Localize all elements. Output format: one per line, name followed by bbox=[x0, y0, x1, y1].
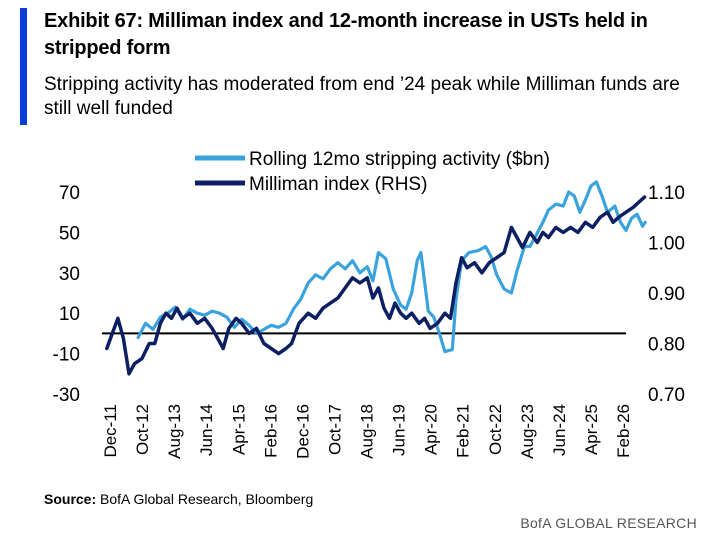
x-tick-label: Oct-12 bbox=[133, 404, 152, 455]
y-right-tick-label: 1.10 bbox=[648, 183, 685, 204]
x-tick-label: Dec-16 bbox=[293, 404, 312, 459]
x-tick-label: Apr-15 bbox=[229, 404, 248, 455]
page-title: Exhibit 67: Milliman index and 12-month … bbox=[44, 10, 648, 59]
x-tick-label: Feb-26 bbox=[614, 404, 633, 458]
y-right-tick-label: 0.70 bbox=[648, 385, 685, 406]
series-line-stripping bbox=[136, 180, 647, 354]
y-left-tick-label: 10 bbox=[59, 304, 80, 325]
y-right-tick-label: 1.00 bbox=[648, 234, 685, 255]
chart-legend: Rolling 12mo stripping activity ($bn) Mil… bbox=[195, 149, 550, 195]
series-line-milliman bbox=[105, 195, 647, 376]
y-left-tick-label: 50 bbox=[59, 223, 80, 244]
x-tick-label: Jun-14 bbox=[197, 404, 216, 456]
legend-label-milliman: Milliman index (RHS) bbox=[249, 174, 427, 195]
x-tick-label: Jun-19 bbox=[390, 404, 409, 456]
x-tick-label: Aug-23 bbox=[518, 404, 537, 459]
y-right-tick-label: 0.90 bbox=[648, 284, 685, 305]
x-tick-label: Feb-21 bbox=[454, 404, 473, 458]
y-left-tick-label: -30 bbox=[53, 385, 80, 406]
y-axis-left: -30 -10 10 30 50 70 bbox=[53, 183, 80, 406]
y-axis-right: 0.70 0.80 0.90 1.00 1.10 bbox=[648, 183, 685, 406]
x-tick-label: Aug-18 bbox=[358, 404, 377, 459]
y-left-tick-label: -10 bbox=[53, 345, 80, 366]
accent-bar bbox=[20, 8, 27, 125]
y-left-tick-label: 30 bbox=[59, 264, 80, 285]
series-lines bbox=[105, 180, 647, 376]
source-label: Source: bbox=[44, 491, 97, 507]
source-text: BofA Global Research, Bloomberg bbox=[96, 491, 314, 507]
source-note: Source: BofA Global Research, Bloomberg bbox=[44, 491, 313, 507]
y-right-tick-label: 0.80 bbox=[648, 335, 685, 356]
page-subtitle: Stripping activity has moderated from en… bbox=[44, 74, 680, 119]
x-tick-label: Oct-17 bbox=[325, 404, 344, 455]
x-tick-label: Dec-11 bbox=[101, 404, 120, 458]
legend-label-stripping: Rolling 12mo stripping activity ($bn) bbox=[249, 149, 550, 170]
x-tick-label: Aug-13 bbox=[165, 404, 184, 459]
brand-footer: BofA GLOBAL RESEARCH bbox=[520, 515, 697, 531]
x-tick-label: Oct-22 bbox=[486, 404, 505, 455]
x-tick-label: Apr-20 bbox=[422, 404, 441, 455]
x-tick-label: Apr-25 bbox=[582, 404, 601, 455]
x-tick-label: Jun-24 bbox=[550, 404, 569, 456]
y-left-tick-label: 70 bbox=[59, 183, 80, 204]
x-tick-label: Feb-16 bbox=[261, 404, 280, 458]
x-axis: Dec-11 Oct-12 Aug-13 Jun-14 Apr-15 Feb-16 Dec-… bbox=[101, 404, 633, 459]
